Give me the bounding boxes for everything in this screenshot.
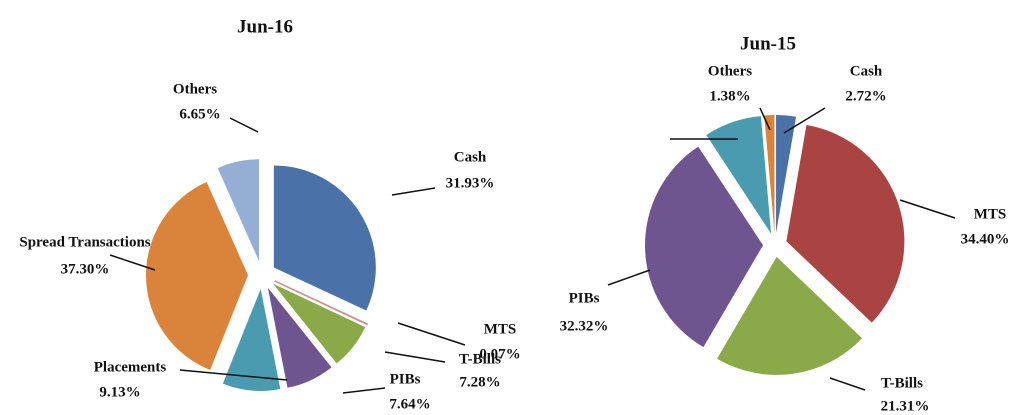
value-label: 0.07% xyxy=(479,346,520,362)
value-label: 1.38% xyxy=(709,88,750,104)
value-label: 21.31% xyxy=(881,398,930,414)
chart-title: Jun-16 xyxy=(237,16,293,37)
leader-line xyxy=(899,199,956,219)
slice-label: T-Bills xyxy=(459,351,501,367)
pie-slice xyxy=(267,287,332,388)
value-label: 34.40% xyxy=(961,231,1010,247)
pie-slice xyxy=(222,288,281,391)
slice-label: PIBs xyxy=(569,290,600,306)
slice-label: Spread Transactions xyxy=(19,234,150,250)
value-label: 6.65% xyxy=(179,106,220,122)
pie-slice xyxy=(645,146,764,348)
slice-label: PIBs xyxy=(390,371,421,387)
slice-label: T-Bills xyxy=(881,375,923,391)
pie-slice xyxy=(272,283,366,364)
pie-slice xyxy=(706,116,772,234)
pie-slice xyxy=(776,115,797,234)
slice-label: Others xyxy=(173,81,217,97)
leader-line xyxy=(391,187,436,196)
value-label: 9.13% xyxy=(99,384,140,400)
pie-slice xyxy=(217,159,260,262)
value-label: 37.30% xyxy=(61,261,110,277)
value-label: 7.28% xyxy=(459,374,500,390)
slice-label: MTS xyxy=(974,206,1007,222)
leader-line xyxy=(109,254,156,271)
pie-slice xyxy=(146,182,249,370)
pie-slice xyxy=(273,165,376,311)
slice-label: Cash xyxy=(454,149,487,165)
leader-line xyxy=(759,107,771,131)
leader-line xyxy=(179,369,288,381)
pie-slice xyxy=(786,124,905,323)
slice-label: Others xyxy=(708,63,752,79)
leader-line xyxy=(783,107,826,134)
value-label: 32.32% xyxy=(560,318,609,334)
chart-title: Jun-15 xyxy=(740,33,796,54)
value-label: 31.93% xyxy=(446,175,495,191)
slice-label: MTS xyxy=(484,321,517,337)
leader-line xyxy=(829,377,866,391)
pie-slice xyxy=(717,256,863,375)
slice-label: Cash xyxy=(850,63,883,79)
leader-line xyxy=(229,117,259,133)
pie-slice xyxy=(274,280,369,326)
leader-line xyxy=(607,269,651,286)
leader-line xyxy=(397,322,466,346)
value-label: 2.72% xyxy=(845,88,886,104)
leader-line xyxy=(384,351,446,363)
slice-label: Placements xyxy=(94,359,167,375)
pie-slice xyxy=(764,115,775,234)
value-label: 7.64% xyxy=(389,396,430,412)
leader-line xyxy=(342,387,386,394)
